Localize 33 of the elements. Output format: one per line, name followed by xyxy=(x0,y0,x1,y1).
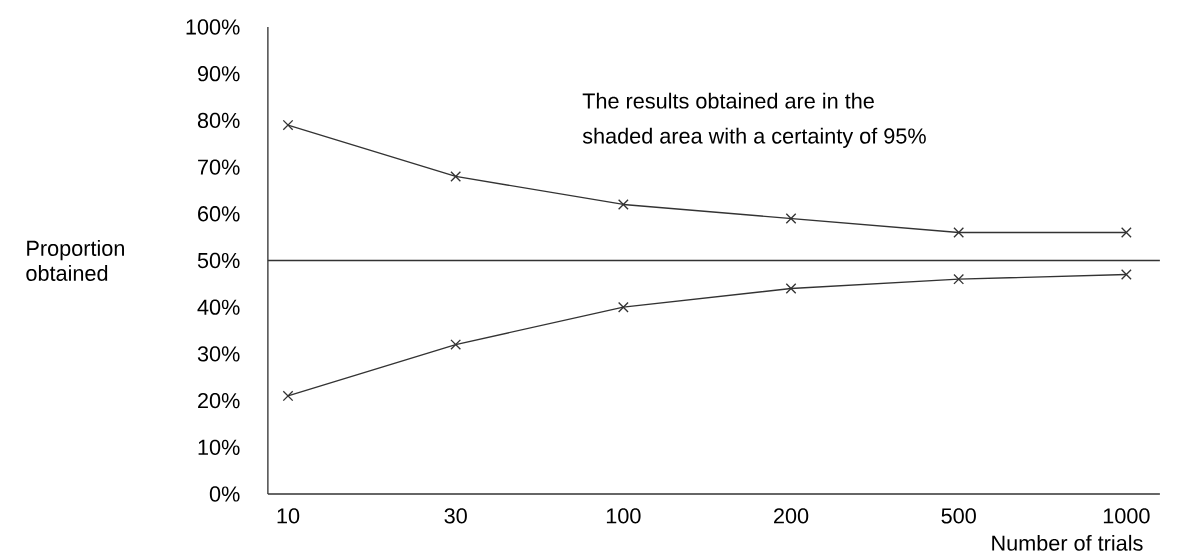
x-tick-label: 30 xyxy=(444,508,467,524)
point xyxy=(785,213,797,224)
y-tick-label: 70% xyxy=(198,159,240,175)
point xyxy=(1120,227,1132,238)
y-axis-title: Proportion obtained xyxy=(26,240,124,281)
x-tick-label: 100 xyxy=(606,508,641,524)
x-tick-label: 1000 xyxy=(1103,508,1150,524)
point xyxy=(953,273,965,285)
point xyxy=(450,171,462,182)
point xyxy=(617,199,629,210)
x-tick-label: 10 xyxy=(277,508,300,524)
point xyxy=(282,119,294,131)
y-tick-label: 20% xyxy=(198,392,240,409)
y-tick-label: 0% xyxy=(209,486,240,502)
y-tick-label: 40% xyxy=(197,299,240,315)
annotation: The results obtained are in the xyxy=(582,92,874,109)
y-tick-label: 30% xyxy=(197,346,240,362)
y-tick-label: 80% xyxy=(197,112,240,129)
x-tick-label: 500 xyxy=(941,508,976,524)
point xyxy=(785,283,797,294)
point xyxy=(617,301,629,313)
y-tick-label: 100% xyxy=(186,19,240,35)
point xyxy=(1120,269,1132,280)
x-tick-label: 200 xyxy=(774,508,809,524)
point xyxy=(953,227,965,238)
point xyxy=(450,339,462,350)
point xyxy=(282,390,294,402)
y-tick-label: 10% xyxy=(198,439,240,455)
y-tick-label: 50% xyxy=(197,252,240,269)
x-axis-title: Number of trials xyxy=(992,534,1143,551)
y-tick-label: 90% xyxy=(197,66,240,82)
y-tick-label: 60% xyxy=(198,206,240,222)
annotation: shaded area with a certainty of 95% xyxy=(582,127,926,148)
